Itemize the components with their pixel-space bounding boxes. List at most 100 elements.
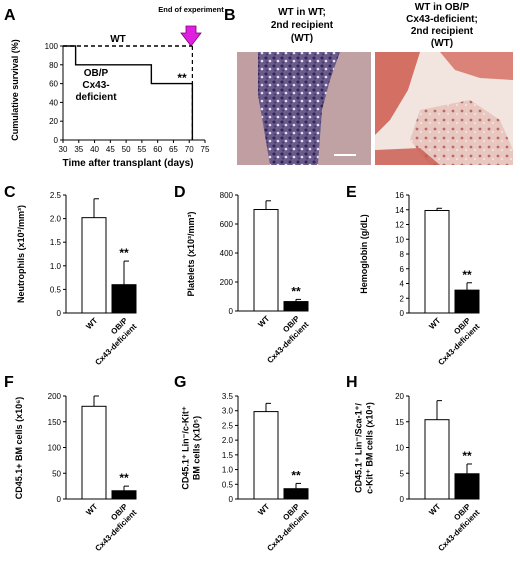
ytick-label: 0	[229, 495, 234, 504]
panel-a-ytick-label: 0	[54, 136, 59, 145]
panel-a-ytick-label: 100	[45, 42, 59, 51]
ytick-label: 3.5	[222, 392, 234, 401]
ylabel: Neutrophils (x10³/mm³)	[16, 205, 26, 303]
panel-a-xtick-label: 75	[201, 145, 210, 154]
category-label-wt: WT	[256, 314, 271, 329]
panel-a-xtick-label: 70	[185, 145, 194, 154]
ytick-label: 0	[400, 495, 405, 504]
wt-bar	[81, 217, 107, 314]
panel-a-xtick-label: 50	[122, 145, 131, 154]
significance-marker: **	[119, 246, 129, 260]
lin-ckit-cells-chart: 0 0.5 1.0 1.5 2.0 2.5 3.0 3.5 CD45.1⁺ Lin⁻/c-Kit…	[181, 392, 311, 553]
ylabel: Hemoglobin (g/dL)	[359, 214, 369, 293]
panel-a-xtick-label: 30	[59, 145, 68, 154]
ytick-label: 0	[57, 495, 62, 504]
panel-a-ko-label-2: Cx43-	[82, 80, 109, 91]
panel-b-left-title-1: WT in WT;	[278, 7, 326, 18]
ko-bar	[283, 488, 309, 500]
significance-marker: **	[119, 471, 129, 485]
ytick-label: 400	[220, 249, 234, 258]
ytick-label: 100	[48, 444, 62, 453]
survival-chart: 0 20 40 60 80 100 30 35 40 45 50 55 60 65 70 75	[45, 42, 210, 154]
panel-b-right-title-1: WT in OB/P	[415, 2, 470, 13]
significance-marker: **	[291, 284, 301, 298]
ylabel: CD45.1⁺ Lin⁻/Sca-1⁺/	[354, 403, 364, 493]
panel-a-xtick-label: 65	[169, 145, 178, 154]
ytick-label: 8	[400, 250, 405, 259]
ytick-label: 2.5	[50, 191, 62, 200]
ytick-label: 2	[400, 294, 405, 303]
end-of-experiment-label: End of experiment	[158, 5, 224, 14]
ytick-label: 4	[400, 280, 405, 289]
ytick-label: 0.5	[50, 285, 62, 294]
panel-b-right-title-2: Cx43-deficient;	[406, 14, 478, 25]
ytick-label: 20	[395, 392, 404, 401]
ytick-label: 200	[220, 278, 234, 287]
panel-a-ko-label-1: OB/P	[84, 68, 109, 79]
ytick-label: 0	[57, 309, 62, 318]
panel-b-left-title-2: 2nd recipient	[271, 20, 334, 31]
category-label-wt: WT	[84, 502, 99, 517]
ytick-label: 2.0	[222, 436, 234, 445]
panel-letter-b: B	[224, 7, 236, 24]
panel-a-ytick-label: 40	[49, 98, 58, 107]
panel-letter-d: D	[174, 184, 186, 201]
end-of-experiment-arrow-icon	[180, 25, 202, 47]
panel-a-ytick-label: 80	[49, 61, 58, 70]
panel-letter-h: H	[346, 374, 358, 391]
panel-a-ytick-label: 20	[49, 117, 58, 126]
histology-image-wt-in-wt	[237, 52, 371, 165]
lsk-cells-chart: 0 5 10 15 20 CD45.1⁺ Lin⁻/Sca-1⁺/c-Kit⁺ BM ce…	[354, 392, 482, 553]
panel-letter-c: C	[4, 184, 16, 201]
ytick-label: 15	[395, 418, 404, 427]
ytick-label: 150	[48, 418, 62, 427]
panel-letter-g: G	[174, 374, 186, 391]
ytick-label: 1.0	[50, 262, 62, 271]
panel-b-right-title-4: (WT)	[431, 38, 453, 49]
ytick-label: 10	[395, 444, 404, 453]
panel-letter-a: A	[4, 7, 16, 24]
category-label-wt: WT	[84, 316, 99, 331]
significance-marker: **	[291, 468, 301, 482]
ko-bar	[454, 473, 480, 500]
wt-bar	[253, 209, 279, 312]
ylabel: CD45.1+ BM cells (x10⁶)	[14, 397, 24, 499]
ytick-label: 0	[229, 307, 234, 316]
ytick-label: 3.0	[222, 407, 234, 416]
ko-bar	[111, 284, 137, 314]
panel-letter-f: F	[4, 374, 14, 391]
panel-a-ytick-label: 60	[49, 80, 58, 89]
ko-bar	[283, 301, 309, 312]
neutrophils-chart: 0 0.5 1.0 1.5 2.0 2.5 Neutrophils (x10³/mm³) **…	[16, 191, 139, 367]
ytick-label: 5	[400, 469, 405, 478]
ytick-label: 600	[220, 220, 234, 229]
category-label-wt: WT	[427, 316, 442, 331]
ytick-label: 1.5	[50, 238, 62, 247]
ylabel: Platelets (x10³/mm³)	[186, 211, 196, 296]
ytick-label: 2.0	[50, 215, 62, 224]
ytick-label: 200	[48, 392, 62, 401]
panel-b-right-title-3: 2nd recipient	[411, 26, 474, 37]
significance-marker: **	[462, 449, 472, 463]
panel-a-xtick-label: 45	[106, 145, 115, 154]
ytick-label: 16	[395, 191, 404, 200]
ytick-label: 6	[400, 265, 405, 274]
ytick-label: 14	[395, 206, 404, 215]
ytick-label: 12	[395, 221, 404, 230]
panel-a-xtick-label: 40	[90, 145, 99, 154]
histology-image-wt-in-obp-cx43-deficient	[375, 52, 513, 165]
ytick-label: 50	[52, 469, 61, 478]
category-label-wt: WT	[256, 502, 271, 517]
panel-a-xtick-label: 60	[153, 145, 162, 154]
panel-a-wt-label: WT	[110, 34, 126, 45]
wt-bar	[253, 411, 279, 500]
ylabel: CD45.1⁺ Lin⁻/c-Kit⁺	[181, 406, 191, 490]
ytick-label: 1.5	[222, 451, 234, 460]
ko-bar	[454, 289, 480, 314]
ylabel: c-Kit⁺ BM cells (x10⁴)	[365, 402, 375, 494]
panel-letter-e: E	[346, 184, 357, 201]
